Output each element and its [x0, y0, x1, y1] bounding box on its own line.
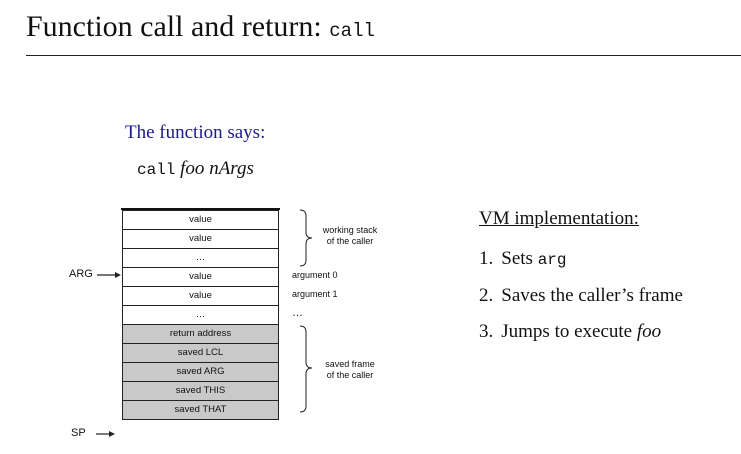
slide-title: Function call and return: call — [26, 10, 375, 44]
vm-step-text: Saves the caller’s frame — [501, 285, 683, 306]
stack-top-border — [121, 208, 280, 210]
function-says-label: The function says: — [125, 122, 266, 143]
call-statement: call foo nArgs — [137, 158, 254, 180]
vm-step-number: 2. — [479, 285, 494, 306]
saved-frame-brace — [299, 325, 313, 413]
vm-step-text: Sets — [501, 248, 538, 269]
arg-arrow-icon — [97, 272, 121, 278]
call-keyword: call — [137, 161, 176, 179]
vm-step: 2. Saves the caller’s frame — [479, 285, 683, 307]
vm-step-number: 1. — [479, 248, 494, 269]
argument-0-label: argument 0 — [292, 270, 338, 280]
vm-step-emphasis: foo — [636, 321, 662, 342]
stack-cell: saved THAT — [122, 400, 279, 420]
call-function-name: foo — [180, 158, 205, 179]
vm-step-code: arg — [537, 251, 567, 269]
arg-pointer-label: ARG — [69, 268, 93, 280]
working-stack-label: working stack of the caller — [313, 225, 387, 247]
slide-title-code: call — [329, 20, 375, 42]
vm-step: 1. Sets arg — [479, 248, 567, 270]
saved-frame-label: saved frame of the caller — [316, 359, 384, 381]
sp-pointer-label: SP — [71, 427, 86, 439]
saved-frame-label-line1: saved frame — [325, 359, 375, 369]
slide-title-text: Function call and return: — [26, 10, 330, 43]
arguments-ellipsis: … — [292, 307, 303, 319]
vm-step-text: Jumps to execute — [501, 321, 637, 342]
working-stack-brace — [299, 209, 313, 267]
title-divider — [26, 55, 741, 56]
vm-step: 3. Jumps to execute foo — [479, 321, 661, 343]
sp-arrow-icon — [96, 431, 115, 437]
working-stack-label-line2: of the caller — [326, 236, 374, 246]
working-stack-label-line1: working stack — [322, 225, 378, 235]
saved-frame-label-line2: of the caller — [326, 370, 374, 380]
vm-implementation-heading: VM implementation: — [479, 208, 639, 229]
call-nargs: nArgs — [209, 158, 254, 179]
argument-1-label: argument 1 — [292, 289, 338, 299]
vm-step-number: 3. — [479, 321, 494, 342]
